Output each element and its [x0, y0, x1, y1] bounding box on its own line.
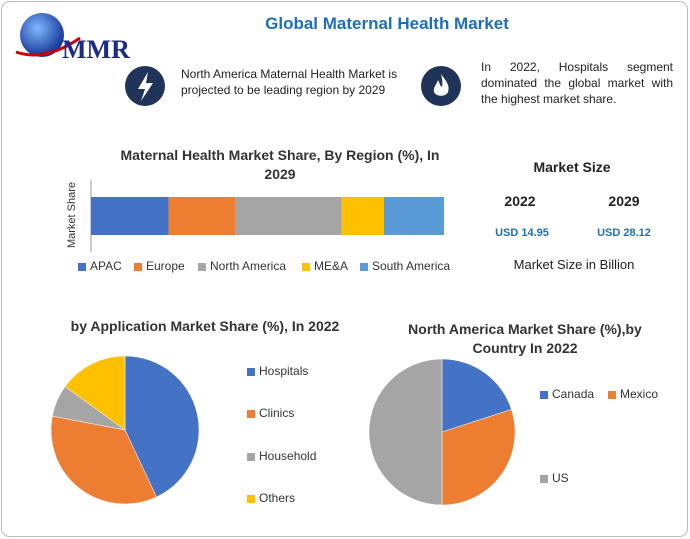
icon-flame — [421, 66, 461, 106]
market-value: USD 14.95 — [495, 227, 549, 239]
title: Global Maternal Health Market — [265, 14, 509, 33]
year: 2022 — [504, 193, 536, 209]
legend-label: North America — [210, 259, 286, 273]
y-axis-label: Market Share — [66, 182, 78, 248]
legend-label: South America — [372, 259, 450, 273]
legend-label: US — [552, 471, 569, 485]
pie-slice — [441, 409, 516, 506]
legend-label: Others — [259, 491, 295, 505]
legend-swatch — [247, 368, 255, 376]
legend-label: Household — [259, 449, 316, 463]
market-size-title: Market Size — [533, 159, 611, 175]
legend-swatch — [302, 263, 310, 271]
legend-swatch — [198, 263, 206, 271]
legend-swatch — [608, 391, 616, 399]
legend-label: Hospitals — [259, 364, 308, 378]
legend-label: APAC — [90, 259, 122, 273]
legend-label: Mexico — [620, 387, 658, 401]
year: 2029 — [608, 193, 640, 209]
pie-slice — [64, 355, 126, 431]
bar-segment — [341, 197, 384, 235]
pie-slice — [124, 355, 200, 498]
chart-title: North America Market Share (%),by Countr… — [408, 321, 642, 356]
legend-label: Canada — [552, 387, 594, 401]
flame — [433, 74, 449, 96]
legend-label: Europe — [146, 259, 185, 273]
market-value: USD 28.12 — [597, 227, 651, 239]
logo-text: MMR — [62, 35, 130, 64]
legend-swatch — [247, 453, 255, 461]
highlight: In 2022, Hospitals segment dominated the… — [481, 60, 673, 106]
legend-label: Clinics — [259, 406, 294, 420]
legend-swatch — [247, 410, 255, 418]
legend-swatch — [540, 391, 548, 399]
logo-swoosh — [15, 36, 81, 57]
legend-swatch — [360, 263, 368, 271]
pie-slice — [50, 415, 157, 505]
chart-title: by Application Market Share (%), In 2022 — [70, 318, 340, 334]
logo-globe — [20, 13, 64, 57]
bolt — [138, 72, 153, 101]
bar-segment — [383, 197, 444, 235]
highlight: North America Maternal Health Market is … — [181, 67, 398, 97]
legend-swatch — [247, 495, 255, 503]
legend-swatch — [134, 263, 142, 271]
bar-segment — [235, 197, 342, 235]
pie-slice — [368, 358, 443, 506]
bar-segment — [91, 197, 169, 235]
chart-title: Maternal Health Market Share, By Region … — [120, 147, 440, 182]
legend-swatch — [78, 263, 86, 271]
legend-swatch — [540, 475, 548, 483]
bar-segment — [168, 197, 236, 235]
legend-label: ME&A — [314, 259, 348, 273]
market-note: Market Size in Billion — [513, 257, 635, 272]
pie-slice — [441, 358, 512, 433]
